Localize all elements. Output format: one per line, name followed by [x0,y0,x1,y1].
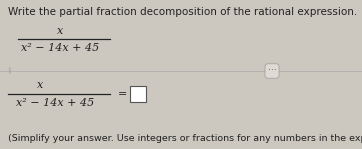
Text: x² − 14x + 45: x² − 14x + 45 [21,43,99,53]
Text: x² − 14x + 45: x² − 14x + 45 [16,98,94,108]
Text: ···: ··· [268,66,276,76]
Text: x: x [37,80,43,90]
Text: ❘: ❘ [6,67,12,74]
Text: Write the partial fraction decomposition of the rational expression.: Write the partial fraction decomposition… [8,7,357,17]
FancyBboxPatch shape [130,86,146,102]
Text: =: = [118,89,127,99]
Text: (Simplify your answer. Use integers or fractions for any numbers in the expressi: (Simplify your answer. Use integers or f… [8,134,362,143]
Text: x: x [57,26,63,36]
